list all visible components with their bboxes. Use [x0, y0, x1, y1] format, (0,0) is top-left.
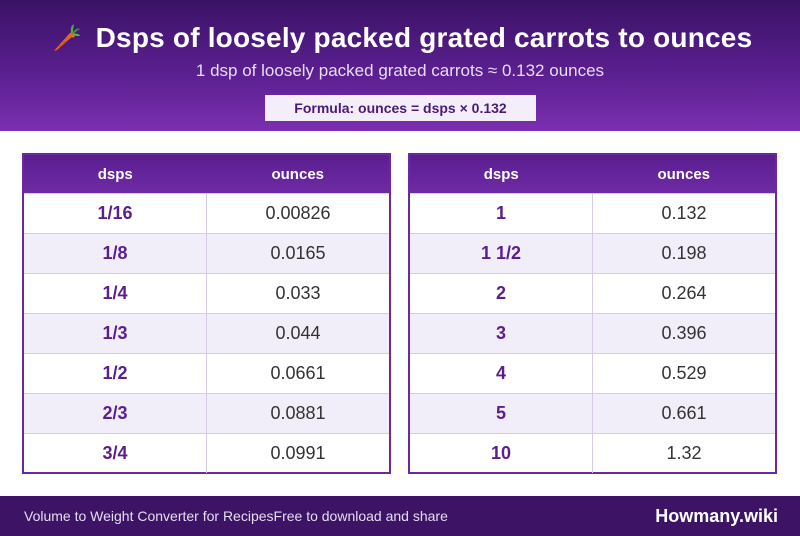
ounces-cell: 0.198 — [661, 243, 707, 263]
table-header: dsps ounces — [24, 155, 389, 193]
table-row: 1/4 0.033 — [24, 273, 389, 313]
table-row: 1/8 0.0165 — [24, 233, 389, 273]
column-header-ounces: ounces — [271, 165, 324, 183]
ounces-cell: 0.044 — [275, 323, 321, 343]
dsps-cell: 1/16 — [24, 194, 207, 233]
column-header-dsps: dsps — [97, 165, 133, 183]
dsps-cell: 5 — [410, 394, 593, 433]
formula-badge: Formula: ounces = dsps × 0.132 — [265, 95, 536, 121]
table-row: 1 1/2 0.198 — [410, 233, 775, 273]
ounces-cell: 0.0991 — [270, 443, 326, 463]
table-row: 1/2 0.0661 — [24, 353, 389, 393]
ounces-cell: 0.0661 — [270, 363, 326, 383]
dsps-cell: 1/3 — [24, 314, 207, 353]
ounces-cell: 0.00826 — [265, 203, 331, 223]
ounces-cell: 0.033 — [275, 283, 321, 303]
conversion-table-left: dsps ounces 1/16 0.00826 1/8 0.0165 1/4 … — [22, 153, 391, 474]
dsps-cell: 1 — [410, 194, 593, 233]
table-row: 5 0.661 — [410, 393, 775, 433]
dsps-cell: 4 — [410, 354, 593, 393]
table-header: dsps ounces — [410, 155, 775, 193]
table-row: 1 0.132 — [410, 193, 775, 233]
ounces-cell: 1.32 — [666, 443, 702, 463]
dsps-cell: 1 1/2 — [410, 234, 593, 273]
conversion-table-right: dsps ounces 1 0.132 1 1/2 0.198 2 0.264 … — [408, 153, 777, 474]
ounces-cell: 0.661 — [661, 403, 707, 423]
dsps-cell: 2 — [410, 274, 593, 313]
dsps-cell: 3/4 — [24, 434, 207, 473]
page-subtitle: 1 dsp of loosely packed grated carrots ≈… — [195, 61, 605, 80]
table-row: 3/4 0.0991 — [24, 433, 389, 473]
ounces-cell: 0.0881 — [270, 403, 326, 423]
header-banner: Dsps of loosely packed grated carrots to… — [0, 0, 800, 131]
dsps-cell: 10 — [410, 434, 593, 473]
table-row: 1/3 0.044 — [24, 313, 389, 353]
brand-logo[interactable]: Howmany.wiki — [655, 505, 778, 526]
footer-bar: Volume to Weight Converter for RecipesFr… — [0, 496, 800, 536]
footer-description: Volume to Weight Converter for RecipesFr… — [24, 508, 448, 524]
ounces-cell: 0.0165 — [270, 243, 326, 263]
page-title: Dsps of loosely packed grated carrots to… — [95, 22, 753, 53]
table-row: 3 0.396 — [410, 313, 775, 353]
carrot-icon — [53, 24, 80, 51]
ounces-cell: 0.529 — [661, 363, 707, 383]
table-row: 1/16 0.00826 — [24, 193, 389, 233]
ounces-cell: 0.396 — [661, 323, 707, 343]
table-row: 2 0.264 — [410, 273, 775, 313]
table-row: 4 0.529 — [410, 353, 775, 393]
column-header-dsps: dsps — [483, 165, 519, 183]
dsps-cell: 1/4 — [24, 274, 207, 313]
ounces-cell: 0.264 — [661, 283, 707, 303]
title-row: Dsps of loosely packed grated carrots to… — [0, 18, 800, 58]
dsps-cell: 2/3 — [24, 394, 207, 433]
column-header-ounces: ounces — [657, 165, 710, 183]
table-row: 2/3 0.0881 — [24, 393, 389, 433]
dsps-cell: 1/2 — [24, 354, 207, 393]
table-row: 10 1.32 — [410, 433, 775, 473]
dsps-cell: 3 — [410, 314, 593, 353]
ounces-cell: 0.132 — [661, 203, 707, 223]
dsps-cell: 1/8 — [24, 234, 207, 273]
